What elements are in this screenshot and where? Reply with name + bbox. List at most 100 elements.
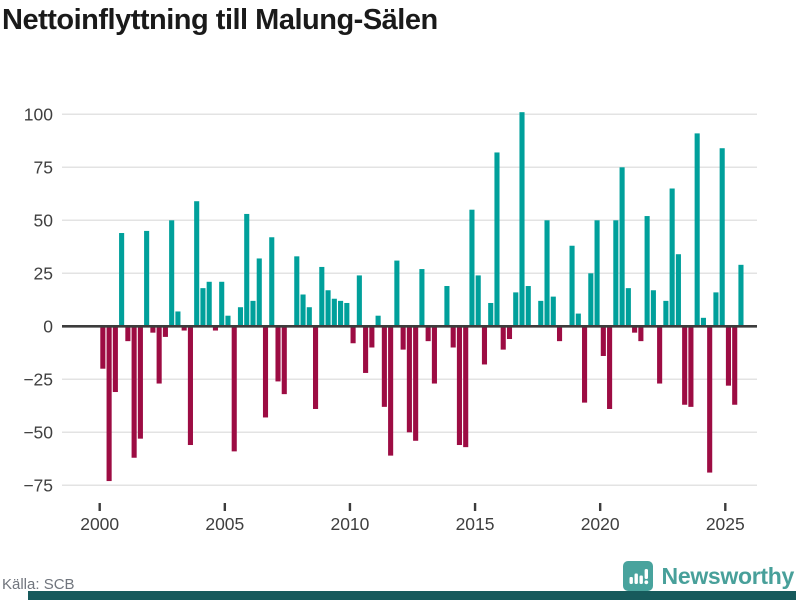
bar	[556, 326, 563, 342]
bar	[481, 326, 488, 365]
bar	[469, 209, 475, 327]
bar	[582, 326, 588, 403]
bar	[431, 326, 437, 384]
bar	[663, 300, 669, 327]
footer-accent-strip	[28, 591, 796, 600]
bar	[657, 326, 663, 384]
bar	[187, 326, 193, 446]
bar	[607, 326, 613, 409]
bar	[175, 311, 181, 327]
bar	[700, 317, 706, 327]
bar	[713, 292, 719, 327]
bar	[237, 307, 244, 327]
bar	[588, 273, 594, 327]
x-tick-label: 2010	[330, 514, 369, 534]
bar	[594, 220, 600, 327]
bar	[544, 220, 550, 327]
bar	[413, 326, 419, 441]
bar	[212, 326, 219, 331]
bar	[525, 286, 531, 327]
bar	[269, 237, 275, 327]
newsworthy-logo-icon	[622, 561, 653, 597]
bar	[519, 112, 525, 327]
bar	[394, 260, 400, 327]
bar	[131, 326, 137, 458]
brand-name: Newsworthy	[661, 562, 795, 589]
bar	[250, 300, 256, 327]
bar	[381, 326, 387, 407]
bar	[513, 292, 519, 327]
bar	[338, 300, 344, 327]
bar	[294, 256, 300, 327]
bar	[306, 307, 312, 327]
bar	[682, 326, 688, 405]
bar	[650, 290, 656, 327]
y-tick-label: 75	[34, 157, 53, 177]
y-tick-label: −50	[23, 422, 53, 442]
bar	[719, 148, 725, 327]
bar	[575, 313, 581, 327]
bar	[125, 326, 131, 342]
bar	[119, 233, 125, 327]
brand-lockup: Newsworthy	[622, 561, 795, 597]
bar	[363, 326, 369, 373]
bar	[100, 326, 106, 369]
bar	[231, 326, 237, 452]
bar	[600, 326, 606, 356]
bar	[619, 167, 625, 327]
bar	[569, 245, 575, 327]
bar	[506, 326, 513, 340]
x-tick-label: 2000	[80, 514, 119, 534]
bar	[632, 326, 638, 333]
bar	[319, 266, 325, 327]
bar	[256, 258, 262, 327]
bar	[112, 326, 118, 393]
bar	[550, 296, 556, 327]
bar	[644, 216, 650, 327]
bar	[738, 264, 744, 327]
bar	[694, 133, 700, 327]
bar	[106, 326, 112, 482]
bar	[500, 326, 506, 350]
bar	[538, 300, 544, 327]
bar	[156, 326, 162, 384]
bar	[275, 326, 281, 382]
bar	[150, 326, 156, 333]
bar	[419, 269, 425, 327]
bar	[262, 326, 269, 418]
bar	[244, 213, 250, 327]
bar	[331, 298, 337, 327]
bar	[494, 152, 500, 327]
bar	[463, 326, 469, 448]
bar	[344, 302, 350, 327]
y-tick-label: 0	[43, 316, 53, 336]
bar	[675, 254, 681, 327]
bar	[638, 326, 644, 342]
bar	[219, 281, 225, 327]
bar	[475, 275, 481, 327]
bar	[375, 315, 381, 327]
bar	[425, 326, 431, 342]
x-tick-label: 2025	[706, 514, 745, 534]
bar	[406, 326, 412, 433]
bar	[225, 315, 231, 327]
x-tick-label: 2015	[456, 514, 495, 534]
bar	[732, 326, 738, 405]
bar	[625, 288, 631, 327]
bar	[707, 326, 713, 473]
source-note: Källa: SCB	[2, 576, 75, 593]
bar	[194, 201, 200, 327]
y-tick-label: 50	[34, 210, 54, 230]
bar	[300, 294, 306, 327]
bar	[613, 220, 619, 327]
bar	[669, 188, 675, 327]
bar	[137, 326, 143, 439]
bar	[725, 326, 731, 386]
bar	[162, 326, 168, 337]
y-tick-label: −75	[23, 475, 53, 495]
bar	[169, 220, 175, 327]
bar	[400, 326, 406, 350]
bar	[450, 326, 456, 348]
y-tick-label: 100	[24, 104, 53, 124]
